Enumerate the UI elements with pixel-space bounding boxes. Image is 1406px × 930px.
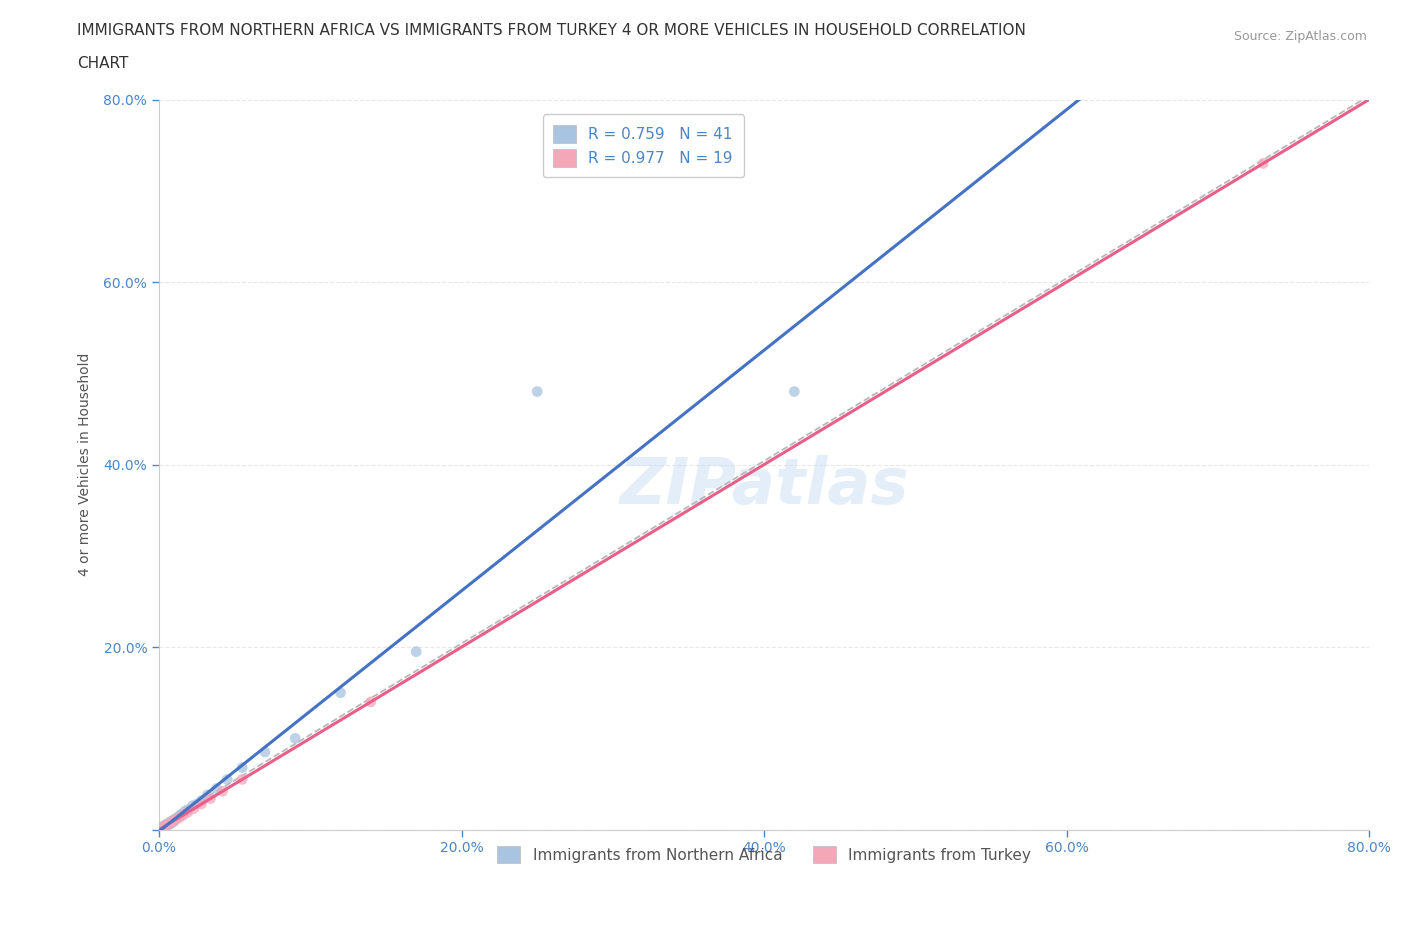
Point: [152, 818, 174, 833]
Point: [157, 817, 180, 832]
Point: [169, 809, 191, 824]
Point: [156, 817, 179, 832]
Text: IMMIGRANTS FROM NORTHERN AFRICA VS IMMIGRANTS FROM TURKEY 4 OR MORE VEHICLES IN : IMMIGRANTS FROM NORTHERN AFRICA VS IMMIG…: [77, 23, 1026, 38]
Point: [169, 807, 191, 822]
Point: [190, 797, 212, 812]
Point: [152, 820, 174, 835]
Point: [284, 731, 307, 746]
Point: [160, 816, 183, 830]
Point: [177, 802, 200, 817]
Point: [172, 807, 194, 822]
Point: [156, 817, 179, 832]
Point: [159, 816, 181, 830]
Point: [163, 812, 186, 827]
Point: [205, 781, 228, 796]
Point: [231, 772, 253, 787]
Point: [167, 809, 190, 824]
Point: [783, 384, 806, 399]
Point: [163, 814, 186, 829]
Point: [153, 818, 176, 833]
Point: [157, 817, 180, 831]
Point: [162, 815, 184, 830]
Point: [200, 791, 222, 806]
Point: [360, 695, 382, 710]
Point: [1251, 156, 1274, 171]
Point: [405, 644, 427, 659]
Point: [156, 817, 179, 831]
Point: [329, 685, 352, 700]
Point: [253, 745, 276, 760]
Point: [160, 814, 183, 829]
Point: [157, 817, 180, 831]
Point: [231, 760, 253, 775]
Point: [165, 811, 187, 826]
Point: [152, 819, 174, 834]
Point: [186, 797, 208, 812]
Point: [153, 819, 176, 834]
Legend: Immigrants from Northern Africa, Immigrants from Turkey: Immigrants from Northern Africa, Immigra…: [491, 840, 1036, 870]
Point: [152, 819, 174, 834]
Point: [163, 813, 186, 828]
Point: [217, 772, 239, 787]
Text: ZIPatlas: ZIPatlas: [619, 456, 908, 517]
Y-axis label: 4 or more Vehicles in Household: 4 or more Vehicles in Household: [79, 352, 93, 577]
Point: [156, 818, 179, 833]
Point: [166, 810, 188, 825]
Point: [173, 804, 195, 818]
Point: [159, 817, 181, 831]
Point: [183, 801, 205, 816]
Point: [211, 784, 233, 799]
Text: Source: ZipAtlas.com: Source: ZipAtlas.com: [1233, 30, 1367, 43]
Point: [177, 804, 200, 819]
Point: [181, 799, 204, 814]
Point: [159, 816, 181, 830]
Text: CHART: CHART: [77, 56, 129, 71]
Point: [160, 815, 183, 830]
Point: [190, 793, 212, 808]
Point: [170, 806, 193, 821]
Point: [153, 817, 176, 832]
Point: [197, 788, 219, 803]
Point: [160, 815, 183, 830]
Point: [162, 813, 184, 828]
Point: [166, 811, 188, 826]
Point: [159, 815, 181, 830]
Point: [153, 818, 176, 833]
Point: [162, 814, 184, 829]
Point: [526, 384, 548, 399]
